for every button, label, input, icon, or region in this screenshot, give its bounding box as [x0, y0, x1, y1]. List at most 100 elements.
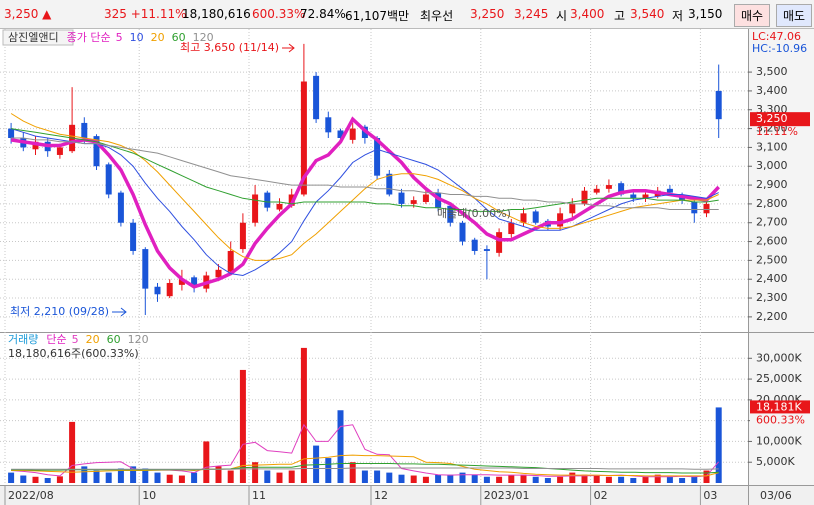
volume-bar [435, 474, 442, 483]
low-label: 저 [672, 9, 684, 23]
volume-bar [508, 475, 515, 483]
y-tick-label: 30,000K [756, 351, 802, 364]
candle-body [117, 192, 124, 223]
volume-bar [191, 472, 198, 483]
candle-body [337, 130, 344, 138]
change: 325 +11.11% [104, 7, 187, 21]
panel-title: 삼진엘앤디 [8, 31, 59, 44]
best-label: 최우선 [420, 9, 454, 23]
candle-body [703, 203, 710, 214]
volume-bar [227, 470, 234, 483]
volume-bar [593, 475, 600, 483]
candle-body [215, 269, 222, 278]
x-axis-area [0, 485, 814, 505]
volume-bar [288, 470, 295, 483]
candle-body [593, 188, 600, 193]
ma-line [11, 467, 719, 470]
candle-body [191, 277, 198, 287]
high-label: 고 [614, 9, 626, 23]
candle-body [386, 173, 393, 195]
x-tick-label: 02 [594, 489, 608, 502]
candle-body [581, 190, 588, 204]
candle-body [618, 183, 625, 195]
chart: 2,200 2,300 2,400 2,500 2,600 2,700 2,800 2,900… [0, 29, 814, 505]
y-tick-label: 3,100 [756, 140, 788, 153]
candle-body [93, 136, 100, 167]
background [0, 29, 814, 505]
candle-body [496, 232, 503, 253]
volume-bar [337, 410, 344, 483]
candle-body [508, 222, 515, 235]
volume-bar [679, 478, 686, 483]
candle-body [8, 128, 15, 138]
volume-bar [166, 474, 173, 483]
candle-body [325, 117, 332, 133]
volume-bar [569, 472, 576, 483]
candle-body [105, 164, 112, 195]
legend-entry: 5 [72, 333, 79, 346]
sell-button[interactable]: 매도 [776, 4, 813, 27]
volume-bar [130, 466, 137, 483]
candle-body [300, 81, 307, 195]
quote-header: 3,250 ▲ 325 +11.11% 18,180,616 600.33% 7… [0, 0, 814, 29]
annotation: 매물대(0.00%) [437, 207, 511, 220]
candle-body [252, 194, 259, 223]
buy-button[interactable]: 매수 [734, 4, 771, 27]
volume-bar [8, 472, 15, 483]
last-ratio: 600.33% [756, 413, 805, 426]
ma-line [11, 454, 719, 477]
volume-bar [386, 472, 393, 483]
candle-body [630, 194, 637, 199]
volume-bar [56, 476, 63, 483]
y-tick-label: 25,000K [756, 372, 802, 385]
candle-body [471, 239, 478, 251]
candle-body [374, 137, 381, 176]
volume-bar [44, 478, 51, 483]
best-ask: 3,250 [470, 7, 505, 21]
candle-body [81, 122, 88, 138]
candle-body [227, 250, 234, 272]
volume-bar [93, 470, 100, 483]
annotation: LC:47.06 [752, 30, 801, 43]
annotation: 최고 3,650 (11/14) [180, 41, 279, 54]
y-tick-label: 2,700 [756, 216, 788, 229]
legend-entry: 20 [151, 31, 165, 44]
volume-bar [605, 476, 612, 483]
legend-entry: 60 [172, 31, 186, 44]
volume-bar [618, 476, 625, 483]
volume-bar [459, 472, 466, 483]
y-tick-label: 3,400 [756, 84, 788, 97]
candle-body [130, 222, 137, 251]
candle-body [459, 222, 466, 242]
volume-bar [642, 476, 649, 483]
ma-line [10, 113, 719, 261]
volume-bar [69, 421, 76, 483]
open-label: 시 [556, 9, 568, 23]
candle-body [642, 194, 649, 199]
x-tick-label: 03 [703, 489, 717, 502]
x-tick-label: 2022/08 [8, 489, 54, 502]
y-tick-label: 3,500 [756, 65, 788, 78]
volume-bar [496, 476, 503, 483]
volume-bar [203, 441, 210, 483]
ma-line [11, 128, 719, 212]
candle-body [691, 202, 698, 214]
x-tick-label: 12 [374, 489, 388, 502]
x-tick-label: 11 [252, 489, 266, 502]
candle-body [239, 222, 246, 250]
candle-body [398, 192, 405, 204]
ma-line [10, 128, 719, 277]
candle-body [532, 211, 539, 223]
volume-bar [666, 476, 673, 483]
panel-title: 거래량 [8, 333, 38, 346]
y-tick-label: 2,800 [756, 197, 788, 210]
y-tick-label: 2,600 [756, 235, 788, 248]
annotation: 최저 2,210 (09/28) [10, 305, 109, 318]
volume-bar [325, 458, 332, 483]
volume-bar [349, 462, 356, 483]
best-bid: 3,245 [514, 7, 549, 21]
last-price: 3,250 [756, 112, 788, 125]
volume-bar [544, 478, 551, 483]
x-end-label: 03/06 [760, 489, 792, 502]
last-volume-box [750, 400, 810, 415]
